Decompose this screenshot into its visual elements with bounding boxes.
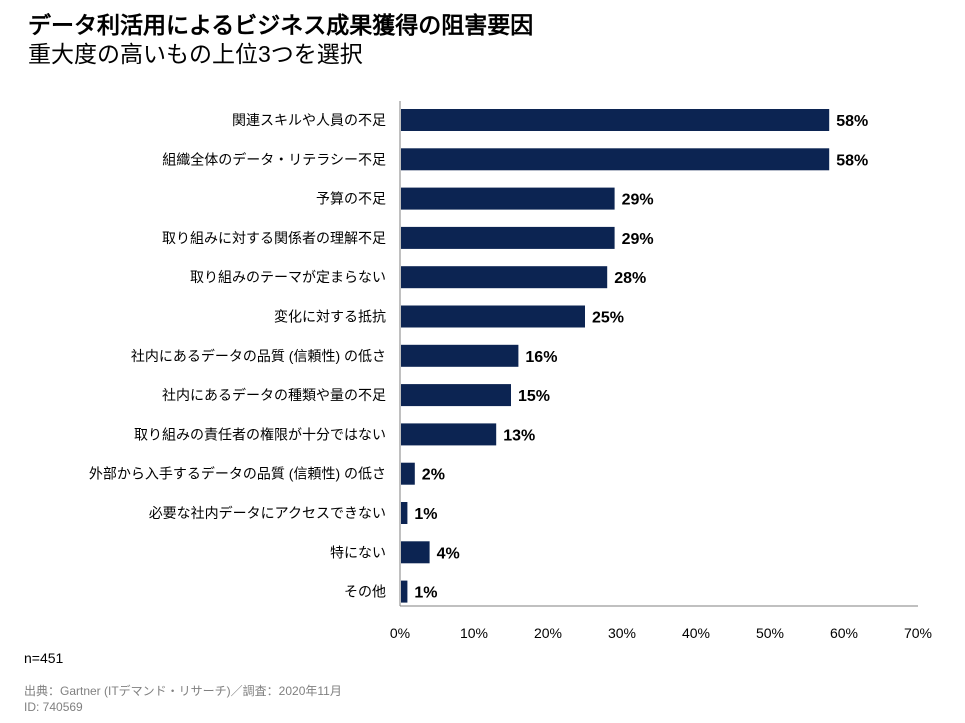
sample-size: n=451 [24, 650, 64, 666]
category-label: 関連スキルや人員の不足 [232, 112, 386, 128]
bar [401, 226, 615, 249]
category-label: 予算の不足 [316, 191, 386, 207]
x-tick-label: 10% [460, 625, 488, 641]
category-label: 特にない [330, 544, 386, 560]
bar [401, 148, 830, 171]
data-label: 16% [525, 349, 557, 366]
category-label: 社内にあるデータの品質 (信頼性) の低さ [131, 348, 386, 364]
data-label: 15% [518, 388, 550, 405]
category-label: 外部から入手するデータの品質 (信頼性) の低さ [89, 466, 386, 482]
bar [401, 266, 608, 289]
bar [401, 187, 615, 210]
bar [401, 109, 830, 131]
x-tick-label: 0% [390, 625, 410, 641]
source-text: 出典：Gartner (ITデマンド・リサーチ)／調査：2020年11月 [24, 684, 342, 698]
bar [401, 384, 511, 407]
data-label: 2% [422, 467, 445, 484]
x-tick-label: 60% [830, 625, 858, 641]
category-label: 取り組みに対する関係者の理解不足 [162, 230, 386, 246]
x-tick-label: 50% [756, 625, 784, 641]
data-label: 58% [836, 152, 868, 169]
x-tick-label: 30% [608, 625, 636, 641]
bar [401, 502, 408, 524]
data-label: 29% [622, 231, 654, 248]
data-label: 58% [836, 113, 868, 130]
data-label: 1% [414, 506, 437, 523]
data-label: 13% [503, 427, 535, 444]
x-tick-label: 70% [904, 625, 932, 641]
x-tick-label: 20% [534, 625, 562, 641]
bar [401, 580, 408, 603]
bar [401, 541, 430, 564]
bar [401, 344, 519, 367]
category-label: 組織全体のデータ・リテラシー不足 [162, 151, 386, 167]
source-note: 出典：Gartner (ITデマンド・リサーチ)／調査：2020年11月 ID:… [24, 683, 342, 715]
category-label: 取り組みのテーマが定まらない [190, 269, 386, 285]
chart-subtitle: 重大度の高いもの上位3つを選択 [28, 41, 363, 67]
chart-id: ID: 740569 [24, 700, 83, 714]
category-label: 必要な社内データにアクセスできない [149, 505, 386, 521]
x-tick-label: 40% [682, 625, 710, 641]
category-label: 社内にあるデータの種類や量の不足 [162, 387, 386, 403]
data-label: 25% [592, 310, 624, 327]
chart-title: データ利活用によるビジネス成果獲得の阻害要因 [28, 12, 534, 38]
data-label: 28% [614, 270, 646, 287]
data-label: 1% [414, 585, 437, 602]
category-label: 変化に対する抵抗 [274, 309, 386, 325]
bar [401, 423, 497, 446]
category-label: その他 [344, 584, 386, 600]
data-label: 29% [622, 192, 654, 209]
data-label: 4% [437, 545, 460, 562]
bar [401, 305, 585, 328]
category-label: 取り組みの責任者の権限が十分ではない [134, 426, 386, 442]
bar [401, 462, 415, 485]
